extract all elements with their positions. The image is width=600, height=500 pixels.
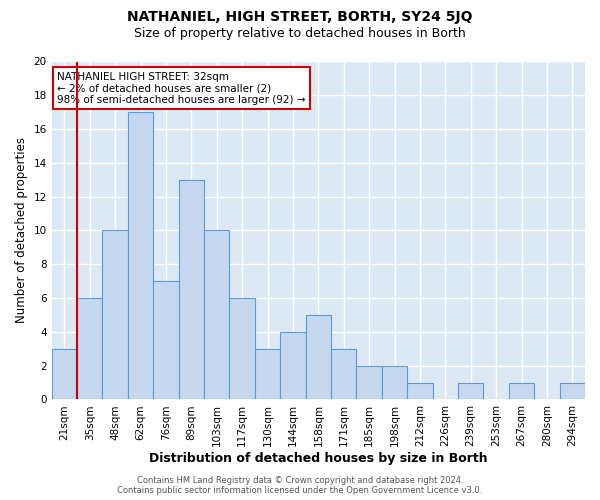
Bar [153, 281, 179, 400]
Text: NATHANIEL HIGH STREET: 32sqm
← 2% of detached houses are smaller (2)
98% of semi: NATHANIEL HIGH STREET: 32sqm ← 2% of det… [57, 72, 305, 105]
Text: NATHANIEL, HIGH STREET, BORTH, SY24 5JQ: NATHANIEL, HIGH STREET, BORTH, SY24 5JQ [127, 10, 473, 24]
Bar [331, 349, 356, 400]
Bar [52, 349, 77, 400]
Bar [305, 315, 331, 400]
Bar [560, 382, 585, 400]
Bar [382, 366, 407, 400]
Bar [229, 298, 255, 400]
Bar [280, 332, 305, 400]
Bar [407, 382, 433, 400]
Bar [179, 180, 204, 400]
Bar [77, 298, 103, 400]
X-axis label: Distribution of detached houses by size in Borth: Distribution of detached houses by size … [149, 452, 488, 465]
Bar [458, 382, 484, 400]
Text: Contains HM Land Registry data © Crown copyright and database right 2024.
Contai: Contains HM Land Registry data © Crown c… [118, 476, 482, 495]
Bar [356, 366, 382, 400]
Bar [255, 349, 280, 400]
Text: Size of property relative to detached houses in Borth: Size of property relative to detached ho… [134, 28, 466, 40]
Y-axis label: Number of detached properties: Number of detached properties [15, 138, 28, 324]
Bar [103, 230, 128, 400]
Bar [128, 112, 153, 400]
Bar [204, 230, 229, 400]
Bar [509, 382, 534, 400]
